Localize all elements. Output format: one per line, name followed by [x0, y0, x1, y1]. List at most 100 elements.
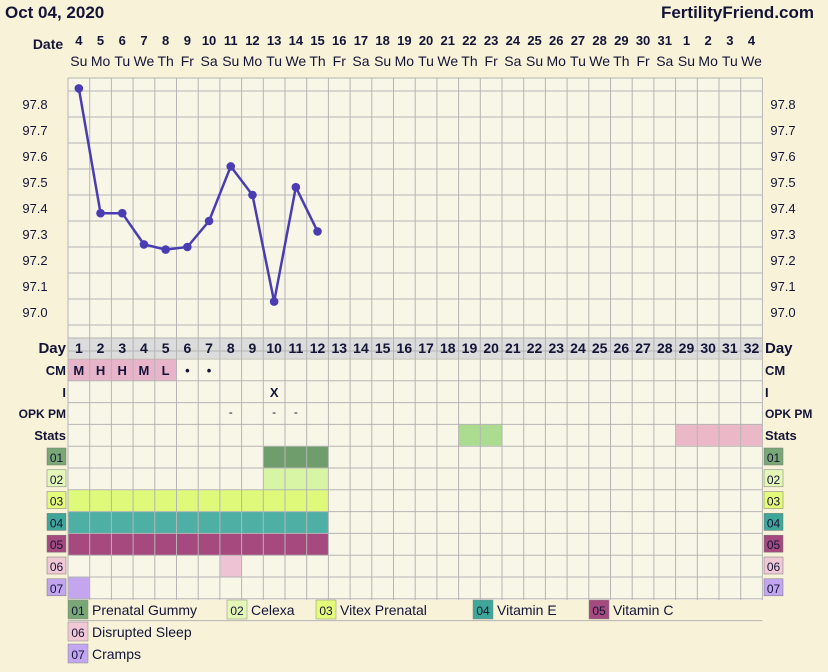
legend-swatch: [67, 599, 89, 620]
weekday: Tu: [722, 53, 738, 69]
weekday: Tu: [570, 53, 586, 69]
temperature-point[interactable]: [313, 227, 322, 236]
cm-value: •: [207, 363, 212, 378]
cycle-day-number: 20: [483, 340, 499, 356]
custom-code-badge-right: [763, 491, 784, 509]
weekday: Mo: [698, 53, 718, 69]
cycle-day-number: 6: [183, 340, 191, 356]
cm-value: M: [73, 363, 84, 378]
date-number: 13: [267, 33, 281, 48]
temperature-point[interactable]: [139, 240, 149, 249]
i-value: X: [270, 385, 279, 400]
weekday: Th: [613, 53, 629, 69]
temperature-point[interactable]: [248, 190, 257, 200]
custom-code-badge-left: [46, 469, 67, 488]
custom-code-badge-left: [46, 447, 67, 466]
weekday: Th: [309, 53, 325, 69]
opk-value: -: [272, 405, 276, 419]
cycle-day-number: 32: [744, 340, 760, 356]
y-tick-right: 97.8: [770, 97, 795, 112]
date-number: 4: [748, 33, 756, 48]
date-number: 7: [140, 33, 147, 48]
row-label-right-i: I: [765, 385, 769, 400]
row-label-left-cm: CM: [46, 363, 66, 378]
custom-code-text-left: 01: [50, 451, 64, 465]
cm-cell: [68, 359, 90, 381]
date-number: 25: [527, 33, 541, 48]
cycle-day-number: 2: [97, 340, 105, 356]
cycle-day-number: 19: [462, 340, 478, 356]
weekday: Su: [222, 53, 239, 69]
cycle-day-number: 3: [118, 340, 126, 356]
legend-code: 05: [592, 604, 606, 618]
cycle-day-number: 21: [505, 340, 521, 356]
weekday: Sa: [656, 53, 673, 69]
weekday: Mo: [243, 53, 263, 69]
legend-label: Cramps: [92, 646, 141, 662]
temperature-point[interactable]: [226, 162, 236, 171]
date-number: 14: [289, 33, 304, 48]
site-name[interactable]: FertilityFriend.com: [660, 3, 814, 22]
cycle-day-number: 24: [570, 340, 586, 356]
temperature-point[interactable]: [291, 182, 301, 192]
custom-code-text-right: 05: [767, 538, 781, 552]
date-number: 8: [162, 33, 169, 48]
legend-code: 06: [71, 626, 85, 640]
legend-label: Vitamin E: [497, 602, 557, 618]
cycle-day-number: 16: [397, 340, 413, 356]
weekday: Fr: [485, 53, 499, 69]
y-tick-right: 97.4: [770, 201, 795, 216]
date-number: 15: [310, 33, 324, 48]
row-label-right-stats: Stats: [765, 428, 797, 443]
legend-swatch: [472, 599, 494, 620]
cycle-day-number: 29: [679, 340, 695, 356]
cm-value: M: [139, 363, 150, 378]
date-number: 18: [375, 33, 389, 48]
temperature-point[interactable]: [269, 297, 279, 306]
y-tick-left: 97.2: [22, 253, 47, 268]
cycle-day-number: 10: [266, 340, 282, 356]
custom-code-text-right: 03: [767, 495, 781, 509]
cycle-day-number: 22: [527, 340, 543, 356]
temperature-point[interactable]: [96, 208, 105, 218]
date-number: 21: [441, 33, 455, 48]
temperature-point[interactable]: [204, 216, 214, 226]
y-tick-left: 97.8: [22, 97, 47, 112]
y-tick-left: 97.1: [22, 279, 47, 294]
weekday: Su: [526, 53, 543, 69]
date-number: 9: [184, 33, 191, 48]
legend-swatch: [315, 599, 337, 620]
date-number: 1: [683, 33, 690, 48]
weekday: Th: [157, 53, 173, 69]
temperature-point[interactable]: [117, 208, 127, 218]
temperature-point[interactable]: [183, 242, 192, 252]
y-tick-right: 97.5: [770, 175, 795, 190]
legend-swatch: [67, 643, 89, 664]
date-number: 12: [245, 33, 259, 48]
legend-label: Prenatal Gummy: [92, 602, 197, 618]
date-number: 6: [119, 33, 126, 48]
legend-label: Vitamin C: [613, 602, 673, 618]
weekday: We: [134, 53, 155, 69]
custom-code-badge-right: [763, 469, 784, 488]
legend-code: 01: [71, 604, 85, 618]
y-tick-right: 97.3: [770, 227, 795, 242]
cycle-day-number: 7: [205, 340, 213, 356]
row-label-right-day: Day: [765, 340, 793, 357]
date-number: 4: [75, 33, 83, 48]
row-label-left-i: I: [62, 385, 66, 400]
custom-code-text-left: 03: [50, 495, 64, 509]
y-tick-right: 97.0: [770, 305, 795, 320]
temperature-point[interactable]: [161, 245, 170, 254]
y-tick-left: 97.5: [22, 175, 47, 190]
date-number: 28: [592, 33, 606, 48]
cycle-day-number: 9: [249, 340, 257, 356]
custom-code-text-right: 06: [767, 560, 781, 574]
date-number: 3: [726, 33, 733, 48]
cm-value: H: [96, 363, 105, 378]
custom-code-badge-left: [46, 578, 67, 597]
date-number: 20: [419, 33, 433, 48]
temperature-point[interactable]: [74, 84, 84, 93]
custom-row-fill: [68, 576, 90, 599]
